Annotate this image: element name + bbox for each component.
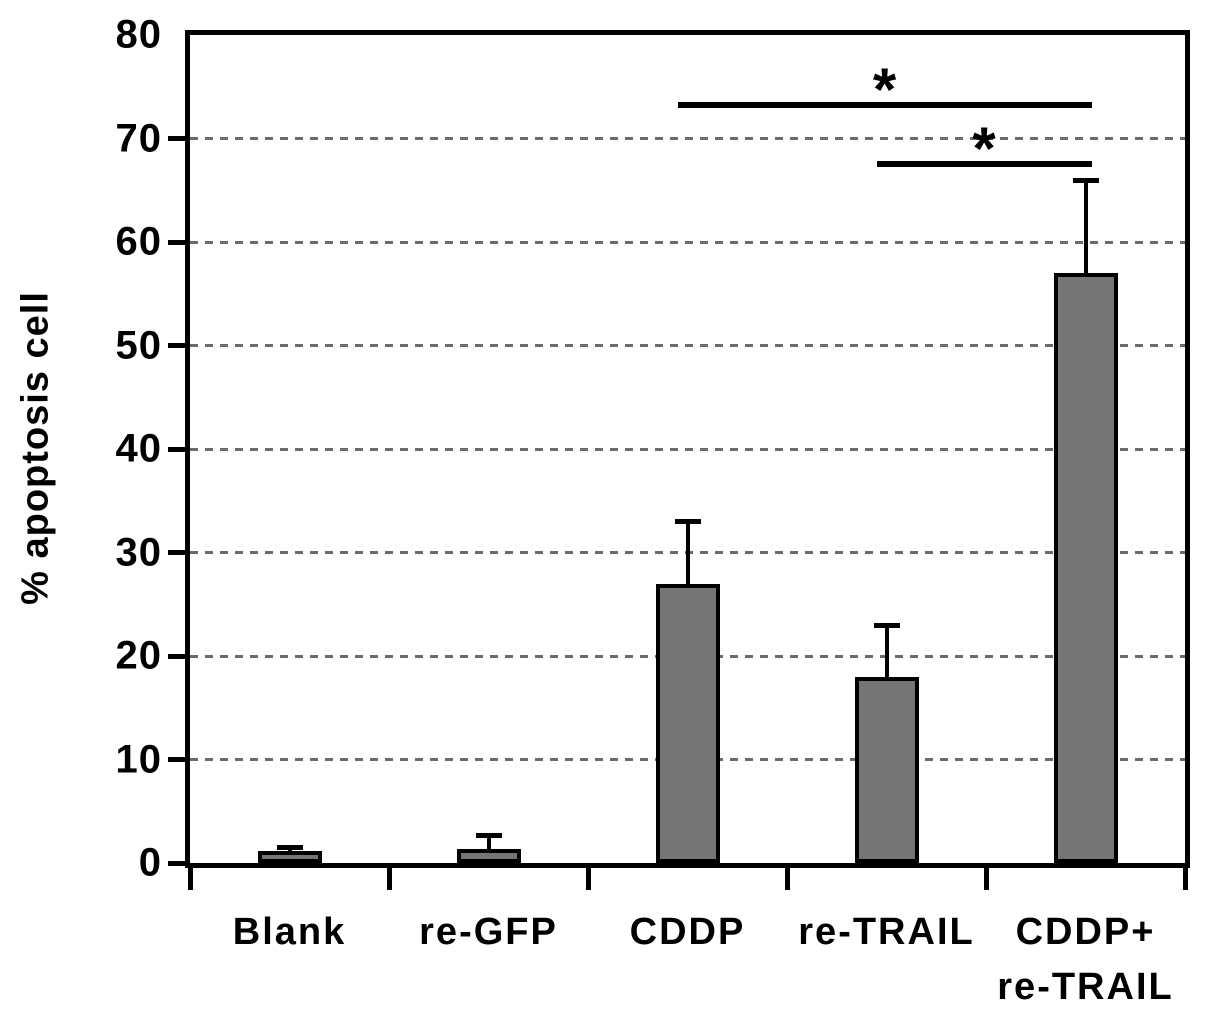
error-bar-stem: [884, 624, 889, 681]
x-tick-mark-1: [386, 866, 392, 890]
y-tick-label-20: 20: [115, 633, 162, 678]
x-category-label-0: Blank: [232, 911, 347, 953]
gridline-40: [190, 447, 1185, 451]
x-tick-mark-4: [983, 866, 989, 890]
bar-cddp: [655, 583, 720, 863]
y-tick-mark-50: [168, 343, 186, 348]
y-tick-mark-60: [168, 239, 186, 245]
x-category-label-1: re-GFP: [419, 911, 558, 953]
y-tick-label-50: 50: [115, 323, 162, 367]
bar-blank: [257, 850, 322, 863]
y-tick-label-60: 60: [115, 219, 162, 264]
significance-line-1: [677, 102, 1092, 109]
plot-area: [190, 35, 1185, 863]
error-bar-cap: [1072, 177, 1099, 183]
y-tick-label-80: 80: [115, 12, 162, 57]
y-tick-label-70: 70: [115, 116, 162, 160]
y-tick-label-0: 0: [138, 840, 162, 885]
error-bar-stem: [486, 835, 491, 853]
significance-line-2: [876, 161, 1092, 168]
y-tick-mark-70: [168, 136, 186, 141]
y-tick-mark-40: [168, 446, 186, 452]
y-tick-mark-10: [168, 757, 186, 762]
x-tick-mark-0: [187, 866, 193, 890]
y-tick-label-40: 40: [115, 426, 162, 471]
error-bar-cap: [873, 622, 900, 628]
error-bar-cap: [475, 833, 502, 839]
y-tick-mark-0: [168, 860, 186, 866]
x-category-label-4: CDDP+ re-TRAIL: [997, 911, 1174, 1009]
error-bar-cap: [276, 845, 303, 851]
significance-asterisk-2: *: [972, 115, 996, 183]
error-bar-stem: [685, 521, 690, 588]
bar-re-gfp: [456, 848, 521, 863]
gridline-50: [190, 344, 1185, 347]
x-tick-mark-2: [585, 866, 591, 890]
gridline-60: [190, 240, 1185, 244]
y-tick-mark-30: [168, 550, 186, 555]
gridline-70: [190, 137, 1185, 140]
x-tick-mark-5: [1182, 866, 1188, 890]
x-tick-mark-3: [784, 866, 790, 890]
significance-asterisk-1: *: [872, 56, 897, 124]
bar-cddp+-re-trail: [1053, 273, 1118, 863]
y-tick-mark-20: [168, 653, 186, 659]
bar-re-trail: [854, 676, 919, 863]
y-tick-label-10: 10: [115, 737, 162, 781]
y-tick-label-30: 30: [115, 530, 162, 574]
x-category-label-2: CDDP: [629, 911, 746, 953]
error-bar-stem: [1083, 179, 1088, 278]
x-category-label-3: re-TRAIL: [798, 911, 975, 953]
error-bar-cap: [674, 519, 701, 525]
